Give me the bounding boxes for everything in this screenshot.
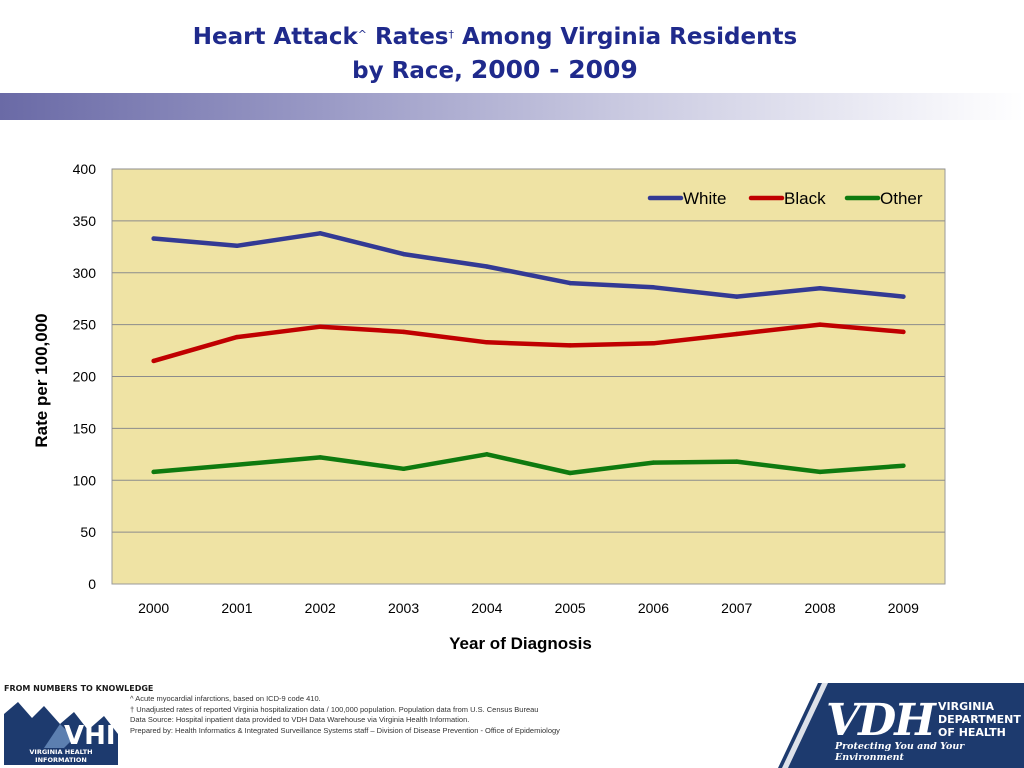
data-point-black	[401, 329, 406, 335]
header-gradient-band	[0, 93, 1024, 120]
series-line-black	[151, 322, 906, 364]
slide-subtitle: by Race, 2000 - 2009	[0, 55, 990, 84]
data-point-white	[484, 264, 490, 269]
series-line-white	[151, 231, 906, 299]
y-tick-label: 0	[88, 576, 96, 592]
x-tick-label: 2009	[888, 600, 919, 616]
x-tick-label: 2004	[471, 600, 502, 616]
vdh-name-line1: VIRGINIA	[938, 700, 995, 713]
data-point-black	[484, 340, 490, 345]
vdh-name-line2: DEPARTMENT	[938, 713, 1021, 726]
vdh-mark: VDH	[826, 695, 936, 746]
footnote-prepared: Prepared by: Health Informatics & Integr…	[130, 725, 560, 735]
data-point-black	[901, 329, 906, 335]
title-text-2: Rates	[366, 24, 449, 50]
legend-label-black: Black	[784, 189, 826, 208]
x-tick-label: 2008	[804, 600, 835, 616]
data-point-other	[567, 470, 573, 476]
y-tick-label: 150	[73, 420, 97, 436]
footnotes: ^ Acute myocardial infarctions, based on…	[130, 694, 560, 736]
data-point-black	[817, 322, 823, 327]
slide-title: Heart Attack^ Rates† Among Virginia Resi…	[0, 24, 990, 50]
title-text-1: Heart Attack	[192, 24, 358, 50]
y-tick-label: 200	[73, 369, 97, 385]
y-axis-label: Rate per 100,000	[32, 313, 51, 447]
vdh-logo-background	[778, 683, 1024, 768]
data-point-black	[567, 343, 573, 348]
title-line2-text: by Race,	[352, 58, 471, 84]
vdh-name: VIRGINIA DEPARTMENT OF HEALTH	[938, 700, 1021, 739]
y-tick-label: 250	[73, 317, 97, 333]
vhi-mark: VHI	[64, 721, 116, 748]
data-point-white	[234, 243, 240, 248]
y-tick-label: 50	[80, 524, 96, 540]
vdh-name-line3: OF HEALTH	[938, 726, 1006, 739]
data-point-black	[318, 324, 323, 329]
data-point-white	[734, 294, 739, 299]
data-point-other	[484, 452, 490, 457]
data-point-black	[151, 358, 156, 364]
data-point-other	[734, 459, 739, 464]
footnote-dagger: † Unadjusted rates of reported Virginia …	[130, 704, 539, 714]
x-tick-label: 2003	[388, 600, 419, 616]
data-point-other	[318, 455, 323, 460]
data-point-black	[651, 341, 656, 346]
data-point-other	[901, 463, 906, 468]
footnote-source: Data Source: Hospital inpatient data pro…	[130, 715, 470, 724]
data-point-other	[817, 469, 823, 475]
data-point-other	[401, 466, 406, 472]
y-tick-label: 300	[73, 265, 97, 281]
data-point-other	[234, 462, 240, 467]
data-point-white	[817, 286, 823, 291]
x-tick-label: 2001	[221, 600, 252, 616]
title-sup-dagger: †	[448, 28, 455, 41]
title-sup-caret: ^	[357, 28, 367, 41]
title-line2-years: 2000 - 2009	[470, 55, 638, 84]
data-point-white	[567, 280, 573, 286]
title-text-3: Among Virginia Residents	[454, 24, 798, 50]
data-point-other	[151, 469, 156, 475]
y-tick-label: 400	[73, 161, 97, 177]
data-point-white	[651, 285, 656, 290]
data-point-black	[234, 334, 240, 340]
x-tick-label: 2000	[138, 600, 169, 616]
vhi-logo-icon: VHI	[4, 694, 118, 748]
x-tick-label: 2002	[305, 600, 336, 616]
data-point-white	[901, 294, 906, 299]
x-tick-label: 2006	[638, 600, 669, 616]
footnote-caret: ^ Acute myocardial infarctions, based on…	[130, 694, 321, 703]
vhi-tagline: FROM NUMBERS TO KNOWLEDGE	[4, 684, 154, 693]
data-point-black	[734, 331, 739, 337]
data-point-white	[318, 231, 323, 236]
legend-label-white: White	[683, 189, 726, 208]
data-point-white	[151, 236, 156, 241]
y-tick-label: 100	[73, 472, 97, 488]
data-point-other	[651, 460, 656, 465]
data-point-white	[401, 251, 406, 257]
series-line-other	[151, 452, 906, 476]
x-axis-label: Year of Diagnosis	[449, 634, 592, 653]
y-tick-label: 350	[73, 213, 97, 229]
vhi-name: VIRGINIA HEALTH INFORMATION	[4, 748, 118, 765]
x-tick-label: 2005	[555, 600, 586, 616]
legend-label-other: Other	[880, 189, 923, 208]
x-tick-label: 2007	[721, 600, 752, 616]
line-chart: 0 50 100 150 200 250 300 350 400 2000 2001 2002 2003…	[32, 161, 946, 653]
vdh-tagline: Protecting You and Your Environment	[835, 741, 965, 763]
